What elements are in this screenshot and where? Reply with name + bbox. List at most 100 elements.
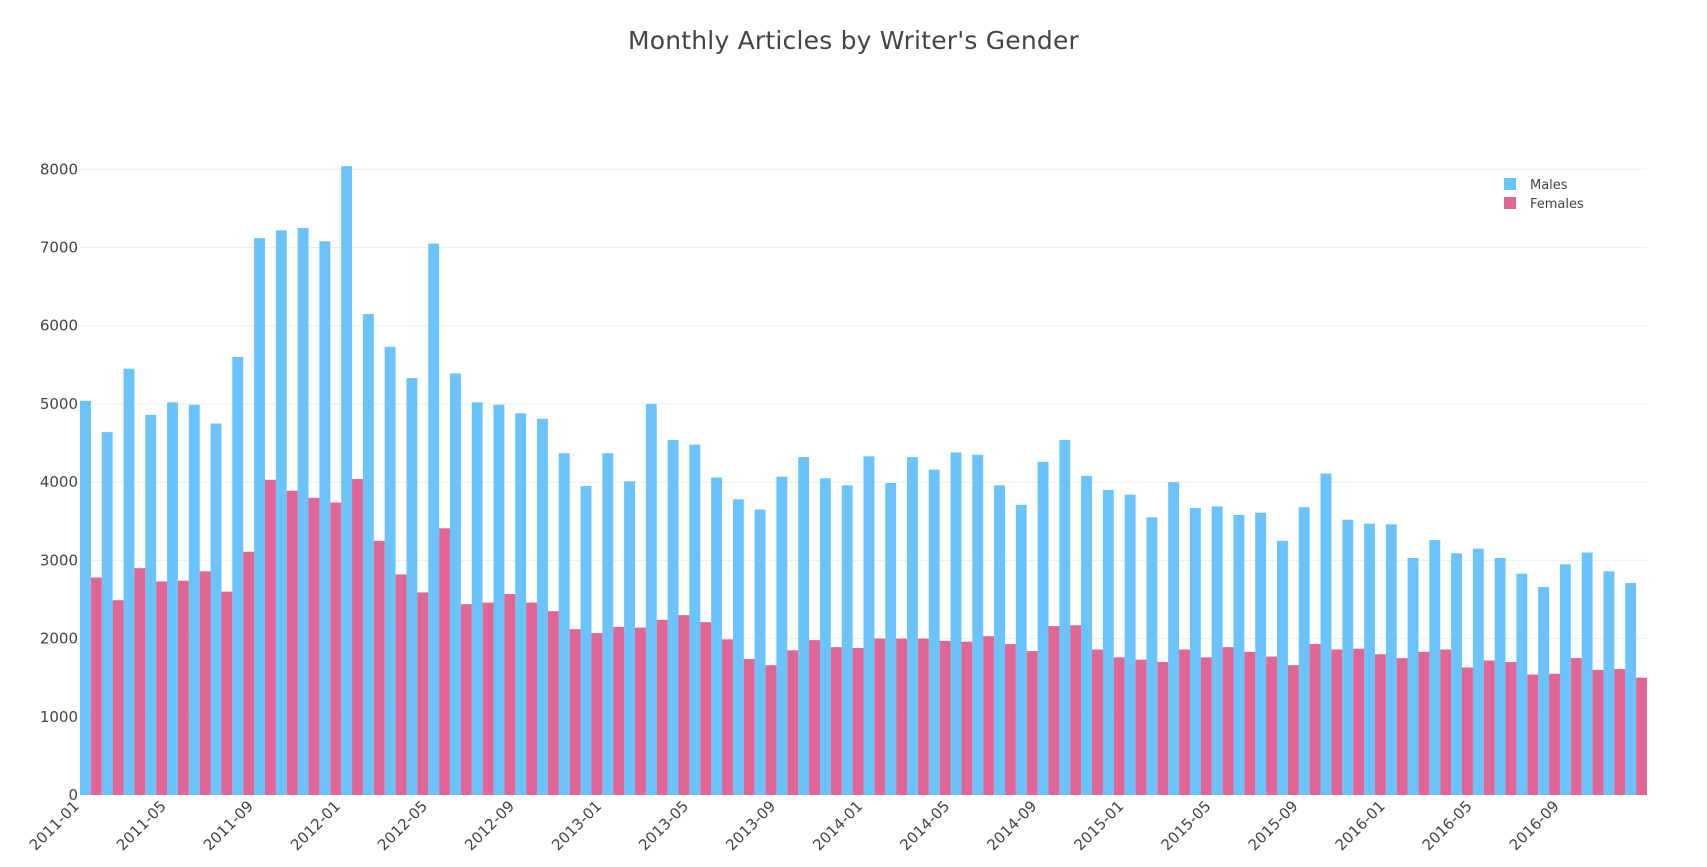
bar-females-2014-03[interactable] [917,638,929,795]
bar-males-2016-05[interactable] [1472,548,1484,796]
bar-males-2015-07[interactable] [1255,512,1267,795]
bar-females-2014-09[interactable] [1048,626,1060,795]
bar-females-2013-10[interactable] [809,640,820,795]
bar-males-2012-07[interactable] [471,402,483,795]
bar-females-2013-02[interactable] [634,627,646,795]
bar-females-2016-02[interactable] [1418,651,1430,795]
bar-males-2016-07[interactable] [1516,573,1528,795]
bar-males-2012-08[interactable] [493,404,505,795]
bar-males-2011-07[interactable] [210,423,222,795]
bar-males-2011-01[interactable] [80,400,91,795]
bar-females-2016-08[interactable] [1549,673,1560,795]
bar-males-2014-11[interactable] [1081,475,1093,795]
bar-females-2014-05[interactable] [961,641,973,795]
bar-males-2015-08[interactable] [1277,540,1288,795]
bar-females-2011-01[interactable] [90,577,102,795]
bar-females-2011-12[interactable] [330,502,342,795]
bar-females-2015-03[interactable] [1179,649,1190,795]
bar-males-2012-02[interactable] [362,313,374,795]
bar-males-2013-05[interactable] [689,444,701,795]
bar-females-2014-10[interactable] [1070,625,1082,795]
bar-males-2012-05[interactable] [428,243,440,796]
bar-males-2012-06[interactable] [449,373,461,795]
bar-females-2012-01[interactable] [352,479,363,795]
bar-males-2011-06[interactable] [188,404,200,795]
bar-females-2013-08[interactable] [765,665,777,795]
bar-males-2013-01[interactable] [602,453,614,795]
bar-females-2013-03[interactable] [656,619,668,795]
bar-males-2012-10[interactable] [537,418,548,795]
bar-females-2014-07[interactable] [1004,644,1016,795]
bar-males-2015-04[interactable] [1189,507,1201,795]
bar-females-2013-05[interactable] [700,622,712,795]
bar-males-2013-11[interactable] [819,478,831,795]
bar-males-2016-01[interactable] [1385,524,1397,795]
bar-males-2011-12[interactable] [319,241,331,796]
bar-males-2011-11[interactable] [297,227,309,795]
bar-males-2011-05[interactable] [167,402,178,795]
bar-females-2013-09[interactable] [787,650,799,795]
bar-females-2012-06[interactable] [460,604,472,795]
bar-females-2012-03[interactable] [395,574,407,795]
bar-females-2016-06[interactable] [1505,662,1517,795]
bar-males-2012-04[interactable] [406,378,418,795]
bar-males-2016-02[interactable] [1407,558,1419,795]
bar-females-2012-10[interactable] [547,611,559,795]
bar-females-2016-04[interactable] [1462,667,1473,795]
bar-females-2011-06[interactable] [199,571,211,795]
bar-males-2016-06[interactable] [1494,558,1506,795]
bar-males-2012-12[interactable] [580,486,592,795]
bar-females-2011-05[interactable] [177,580,189,795]
bar-males-2015-09[interactable] [1298,507,1310,795]
bar-males-2016-04[interactable] [1451,553,1463,795]
legend-swatch-males[interactable] [1504,178,1516,190]
bar-females-2014-02[interactable] [896,638,908,795]
bar-females-2012-02[interactable] [373,540,385,795]
bar-females-2013-12[interactable] [852,647,864,795]
bar-males-2015-06[interactable] [1233,514,1245,795]
bar-males-2014-10[interactable] [1059,439,1071,795]
legend[interactable]: Males Females [1504,178,1584,212]
bar-males-2011-08[interactable] [232,357,244,795]
bar-females-2015-01[interactable] [1135,659,1147,795]
bar-females-2013-07[interactable] [743,658,755,795]
bar-females-2012-05[interactable] [439,528,450,795]
bar-females-2012-09[interactable] [526,602,538,795]
bar-males-2014-01[interactable] [863,456,875,795]
bar-males-2015-12[interactable] [1364,523,1375,795]
bar-males-2014-03[interactable] [907,457,918,795]
bar-females-2016-01[interactable] [1396,658,1408,796]
bar-females-2014-06[interactable] [983,636,995,795]
bar-males-2016-10[interactable] [1581,552,1593,795]
bar-males-2014-08[interactable] [1015,504,1027,795]
bar-females-2011-11[interactable] [308,497,320,795]
bar-females-2014-11[interactable] [1092,649,1103,795]
bar-females-2012-07[interactable] [482,602,494,795]
bar-males-2015-01[interactable] [1124,494,1136,795]
bar-males-2016-11[interactable] [1603,571,1615,795]
bar-females-2013-11[interactable] [830,647,842,795]
bar-males-2011-04[interactable] [145,414,157,795]
bar-males-2013-07[interactable] [732,499,744,795]
bar-males-2013-04[interactable] [667,439,679,795]
bar-females-2015-06[interactable] [1244,651,1256,795]
bar-males-2016-08[interactable] [1538,586,1550,795]
bar-males-2015-10[interactable] [1320,473,1332,795]
bar-females-2015-10[interactable] [1331,649,1343,795]
bar-females-2013-04[interactable] [678,615,690,795]
bar-females-2015-09[interactable] [1309,644,1321,795]
bar-females-2014-12[interactable] [1113,657,1125,795]
bar-males-2014-07[interactable] [994,485,1005,795]
bar-females-2014-04[interactable] [939,640,951,795]
bar-females-2011-08[interactable] [243,551,255,795]
bar-females-2012-11[interactable] [569,629,581,795]
bar-males-2015-05[interactable] [1211,506,1223,795]
bar-females-2011-04[interactable] [156,581,168,795]
bar-males-2014-04[interactable] [928,469,940,795]
bar-males-2013-12[interactable] [841,485,853,795]
bar-males-2014-06[interactable] [972,454,984,795]
bar-females-2015-07[interactable] [1266,656,1278,795]
bar-males-2016-03[interactable] [1429,540,1441,795]
bar-females-2015-12[interactable] [1374,654,1386,795]
bar-females-2013-01[interactable] [613,626,625,795]
